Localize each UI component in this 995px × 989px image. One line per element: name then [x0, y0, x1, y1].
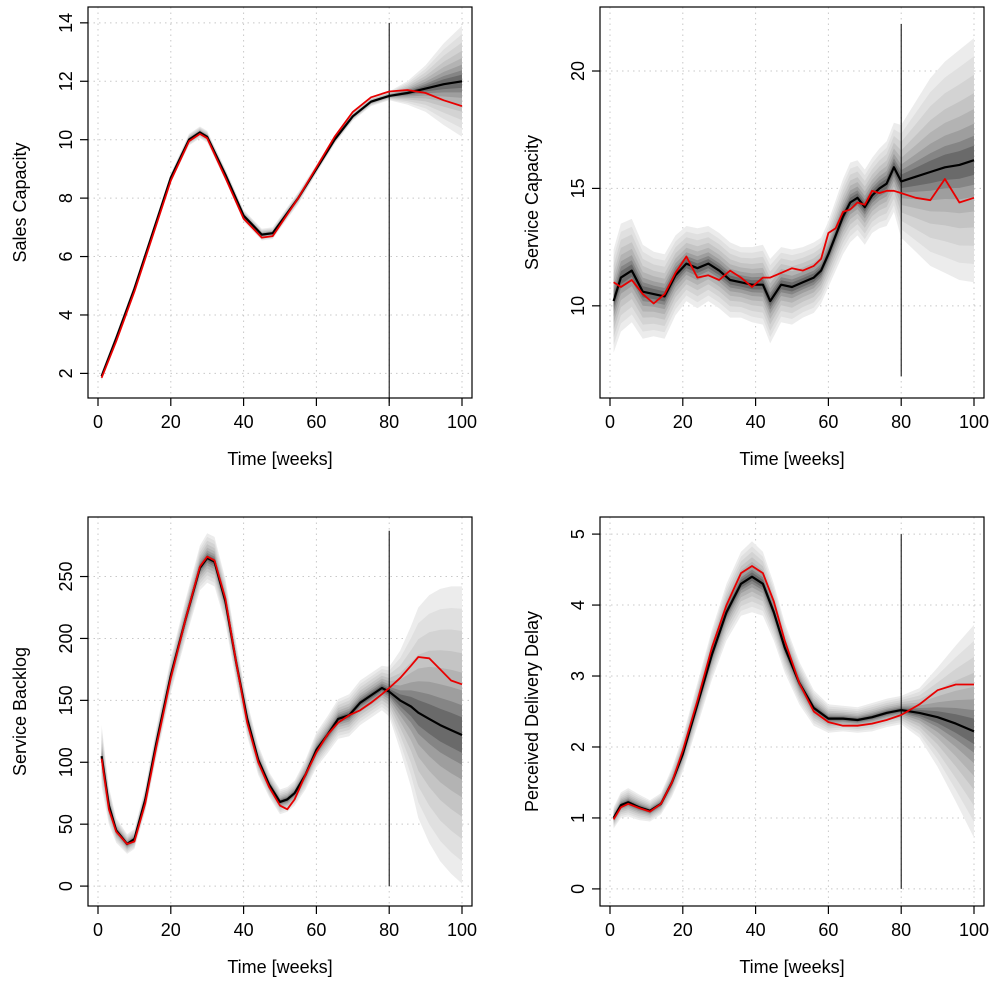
uncertainty-band [101, 550, 462, 847]
y-axis-title: Service Capacity [522, 135, 542, 270]
y-tick-label: 2 [56, 368, 76, 378]
y-tick-label: 100 [56, 747, 76, 777]
observed-series-line [612, 565, 974, 820]
x-tick-label: 40 [234, 412, 254, 432]
y-tick-label: 5 [568, 529, 588, 539]
plot-frame [87, 6, 473, 399]
y-tick-label: 50 [56, 814, 76, 834]
y-tick-label: 0 [568, 884, 588, 894]
panel-1: 0 20 40 60 80 100 2 4 6 8 10 12 14 Time [weeks] Sales … [10, 6, 477, 469]
x-tick-label: 80 [891, 920, 911, 940]
y-axis-title: Sales Capacity [10, 142, 30, 262]
x-tick-label: 60 [818, 920, 838, 940]
uncertainty-band [101, 25, 462, 381]
x-tick-label: 100 [447, 920, 477, 940]
y-tick-label: 6 [56, 252, 76, 262]
y-tick-label: 1 [568, 813, 588, 823]
y-tick-label: 250 [56, 562, 76, 592]
y-tick-label: 200 [56, 623, 76, 653]
x-tick-label: 80 [379, 920, 399, 940]
uncertainty-band [613, 541, 974, 838]
x-tick-label: 60 [818, 412, 838, 432]
x-tick-label: 60 [306, 920, 326, 940]
x-tick-label: 80 [891, 412, 911, 432]
mean-series-line [100, 80, 463, 377]
y-tick-label: 14 [56, 13, 76, 33]
y-tick-label: 4 [568, 600, 588, 610]
x-tick-label: 0 [93, 412, 103, 432]
x-tick-label: 0 [605, 412, 615, 432]
x-tick-label: 20 [673, 920, 693, 940]
uncertainty-band [613, 546, 974, 827]
x-tick-label: 40 [234, 920, 254, 940]
plot-frame [599, 516, 985, 907]
x-axis-title: Time [weeks] [227, 957, 332, 977]
y-tick-label: 3 [568, 671, 588, 681]
y-tick-label: 150 [56, 685, 76, 715]
x-tick-label: 0 [605, 920, 615, 940]
observed-series-line [613, 178, 975, 305]
y-axis-title: Service Backlog [10, 647, 30, 776]
x-tick-label: 20 [673, 412, 693, 432]
y-tick-label: 10 [56, 130, 76, 150]
observed-series-line [100, 555, 463, 845]
panel-2: 0 20 40 60 80 100 10 15 20 Time [weeks] Service Ca… [522, 6, 989, 469]
panel-4: 0 20 40 60 80 100 0 1 2 3 4 5 Time [weeks] Perceived … [522, 516, 989, 977]
x-tick-label: 0 [93, 920, 103, 940]
observed-series-line [100, 89, 463, 379]
x-tick-label: 20 [161, 412, 181, 432]
x-axis-title: Time [weeks] [739, 957, 844, 977]
y-tick-label: 12 [56, 71, 76, 91]
y-tick-label: 20 [568, 61, 588, 81]
x-tick-label: 100 [959, 920, 989, 940]
y-tick-label: 15 [568, 178, 588, 198]
uncertainty-band [101, 34, 462, 380]
y-tick-label: 4 [56, 310, 76, 320]
x-tick-label: 100 [447, 412, 477, 432]
y-tick-label: 10 [568, 296, 588, 316]
y-tick-label: 2 [568, 742, 588, 752]
x-tick-label: 20 [161, 920, 181, 940]
x-tick-label: 100 [959, 412, 989, 432]
plot-frame [599, 6, 985, 399]
mean-series-line [612, 159, 975, 303]
x-tick-label: 80 [379, 412, 399, 432]
x-axis-title: Time [weeks] [227, 449, 332, 469]
x-tick-label: 60 [306, 412, 326, 432]
x-axis-title: Time [weeks] [739, 449, 844, 469]
x-tick-label: 40 [746, 412, 766, 432]
y-axis-title: Perceived Delivery Delay [522, 611, 542, 812]
x-tick-label: 40 [746, 920, 766, 940]
y-tick-label: 0 [56, 881, 76, 891]
plot-frame [87, 516, 473, 907]
y-tick-label: 8 [56, 193, 76, 203]
panel-3: 0 20 40 60 80 100 0 50 100 150 200 250 Time [weeks] S… [10, 516, 477, 977]
